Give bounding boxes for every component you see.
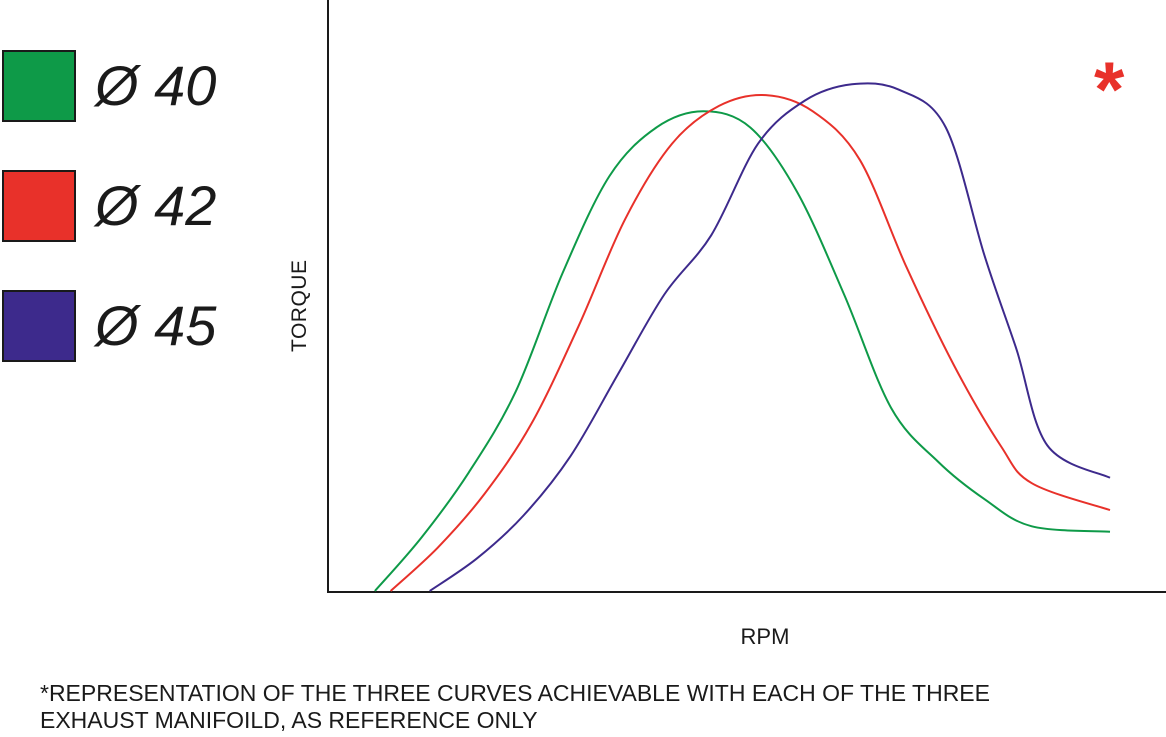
- footnote-text: *REPRESENTATION OF THE THREE CURVES ACHI…: [40, 680, 990, 733]
- y-axis-label: TORQUE: [288, 259, 311, 352]
- legend-swatch-d40: [2, 50, 76, 122]
- series-line-d45: [429, 82, 1111, 592]
- legend-label-d45: Ø 45: [95, 294, 217, 357]
- x-axis-label: RPM: [740, 624, 790, 649]
- legend-label-d42: Ø 42: [95, 174, 217, 237]
- series-layer: [374, 82, 1111, 592]
- series-line-d42: [389, 93, 1111, 592]
- legend-swatch-d45: [2, 290, 76, 362]
- asterisk-marker: *: [1094, 45, 1125, 133]
- series-line-d40: [374, 110, 1111, 592]
- legend-label-d40: Ø 40: [95, 54, 217, 117]
- legend-swatch-d42: [2, 170, 76, 242]
